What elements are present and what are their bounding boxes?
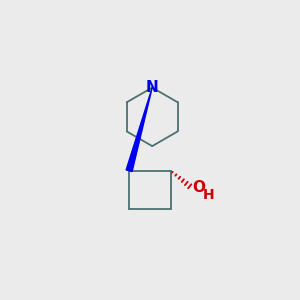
Text: H: H [202, 188, 214, 203]
Polygon shape [126, 88, 152, 172]
Text: N: N [146, 80, 159, 95]
Text: O: O [192, 180, 205, 195]
